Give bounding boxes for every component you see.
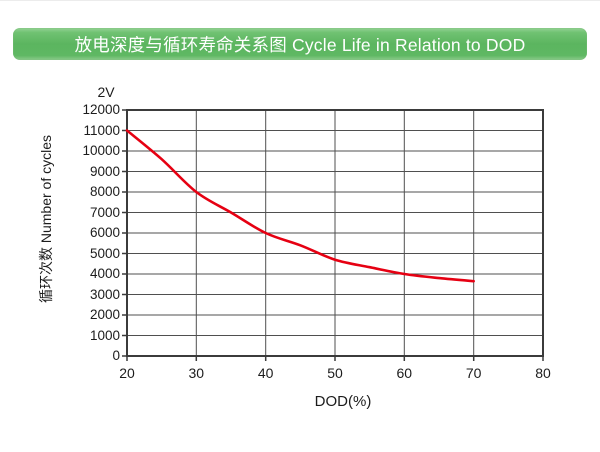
y-tick-label: 7000 — [89, 204, 120, 220]
x-tick-label: 60 — [396, 365, 413, 381]
y-tick-label: 6000 — [89, 225, 120, 240]
y-tick-label: 8000 — [89, 184, 120, 199]
chart-title: 放电深度与循环寿命关系图 Cycle Life in Relation to D… — [74, 34, 526, 55]
y-tick-label: 10000 — [82, 143, 120, 158]
x-tick-label: 70 — [465, 365, 482, 381]
y-axis-title: 循环次数 Number of cycles — [38, 134, 54, 304]
y-tick-label: 9000 — [89, 163, 120, 179]
x-tick-label: 80 — [535, 365, 551, 381]
x-tick-label: 30 — [188, 365, 205, 381]
y-tick-label: 5000 — [89, 245, 120, 261]
series-voltage-label: 2V — [97, 84, 115, 100]
chart-title-banner: 放电深度与循环寿命关系图 Cycle Life in Relation to D… — [13, 28, 587, 60]
y-tick-label: 4000 — [89, 266, 120, 281]
y-tick-label: 11000 — [83, 122, 120, 138]
x-axis-title: DOD(%) — [314, 393, 372, 410]
x-tick-label: 40 — [257, 365, 274, 381]
y-tick-label: 3000 — [89, 286, 120, 302]
y-tick-label: 12000 — [82, 102, 120, 117]
y-tick-label: 0 — [112, 348, 120, 363]
plot-frame — [126, 109, 544, 357]
x-tick-label: 50 — [327, 365, 343, 381]
x-tick-label: 20 — [119, 365, 135, 381]
y-tick-label: 1000 — [89, 327, 120, 343]
cycle-life-curve — [125, 129, 475, 283]
y-tick-label: 2000 — [89, 307, 120, 322]
